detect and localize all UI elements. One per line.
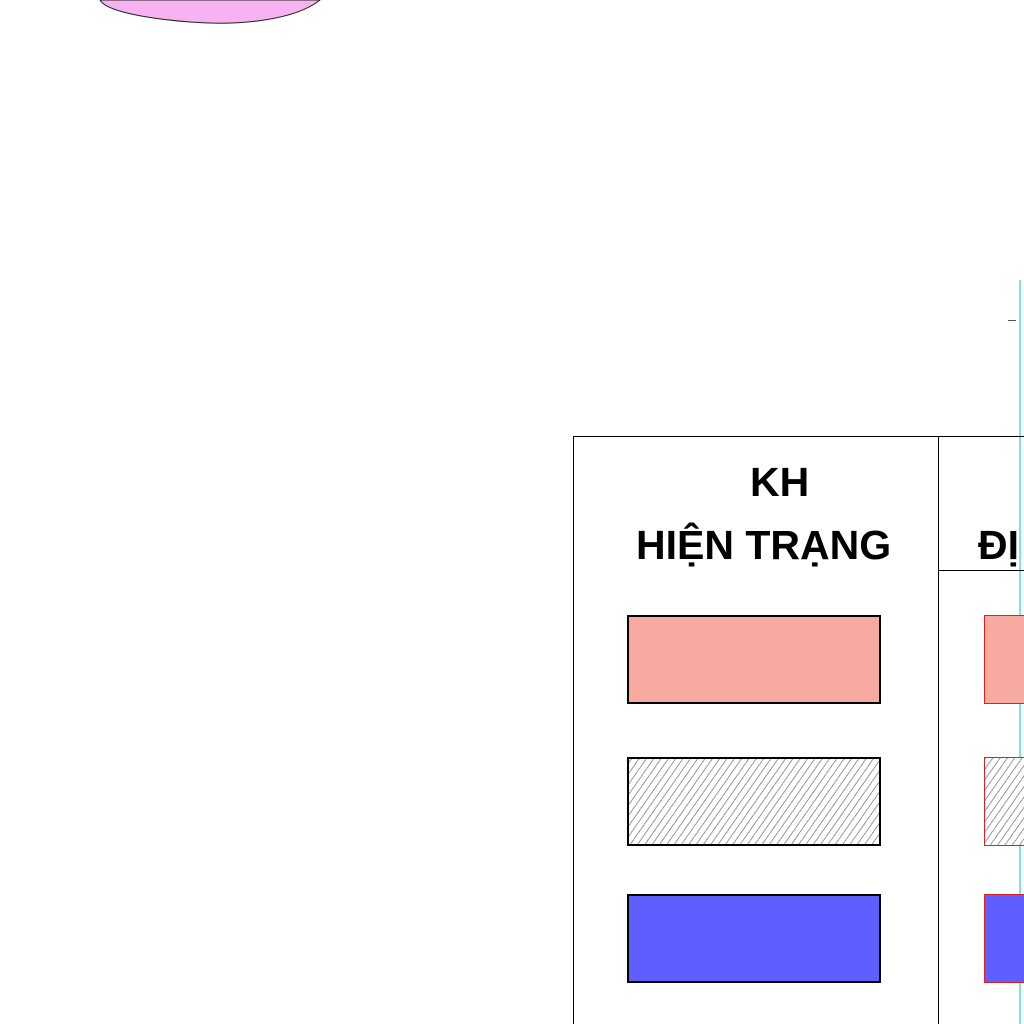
legend-swatch-hatched-planned — [984, 757, 1024, 846]
legend-swatch-blue-current — [627, 894, 881, 983]
legend-header-line1: KH — [750, 459, 810, 505]
legend-swatch-hatched-current — [627, 757, 881, 846]
legend-swatch-salmon-planned — [984, 615, 1024, 704]
map-tick-mark — [1008, 320, 1016, 321]
legend-header-line2: HIỆN TRẠNG — [636, 522, 892, 568]
legend-swatch-blue-planned — [984, 894, 1024, 983]
legend-header-underline — [939, 570, 1024, 571]
legend-next-column-header: ĐỊ — [978, 522, 1019, 568]
pink-map-region — [99, 0, 321, 24]
legend-swatch-salmon-current — [627, 615, 881, 704]
legend-table: KH HIỆN TRẠNG ĐỊ — [573, 436, 1024, 1024]
legend-column-divider — [938, 437, 939, 1024]
